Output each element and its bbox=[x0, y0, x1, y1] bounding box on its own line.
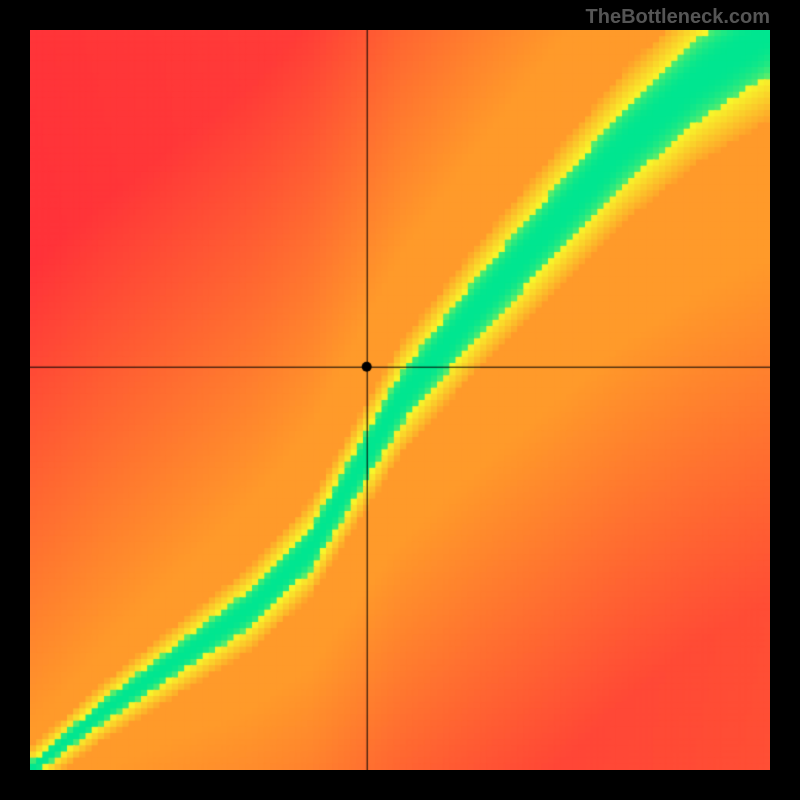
plot-area bbox=[30, 30, 770, 770]
heatmap-canvas bbox=[30, 30, 770, 770]
watermark-text: TheBottleneck.com bbox=[586, 6, 770, 29]
chart-container: TheBottleneck.com bbox=[0, 0, 800, 800]
